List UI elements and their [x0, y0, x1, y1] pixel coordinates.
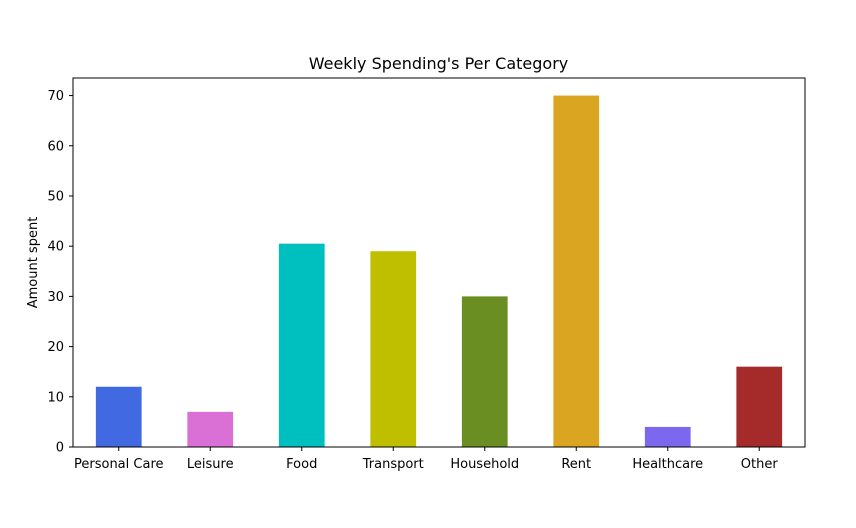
y-axis-label: Amount spent — [26, 217, 41, 309]
y-tick-label: 40 — [47, 240, 64, 255]
bar-transport — [370, 251, 417, 447]
bar-personal-care — [95, 386, 142, 447]
x-tick-label: Healthcare — [632, 457, 703, 472]
y-tick-label: 50 — [47, 189, 64, 204]
plot-frame — [72, 77, 806, 448]
y-tick-label: 20 — [47, 340, 64, 355]
y-tick-label: 60 — [47, 139, 64, 154]
bar-household — [461, 296, 508, 447]
bar-leisure — [187, 411, 234, 447]
x-tick-label: Rent — [561, 457, 591, 472]
bars-group — [95, 95, 783, 448]
x-ticks-group: Personal Care Leisure Food Transport Househo… — [74, 447, 778, 472]
bar-healthcare — [644, 426, 691, 447]
y-ticks-group: 0 10 20 30 40 50 60 70 — [47, 89, 73, 456]
y-tick-label: 30 — [47, 290, 64, 305]
x-tick-label: Transport — [362, 457, 424, 472]
bar-rent — [553, 95, 600, 448]
x-tick-label: Personal Care — [74, 457, 164, 472]
y-tick-label: 10 — [47, 390, 64, 405]
bar-other — [736, 366, 783, 447]
y-tick-label: 0 — [56, 441, 64, 456]
x-tick-label: Other — [741, 457, 779, 472]
bar-food — [278, 243, 325, 447]
x-tick-label: Leisure — [187, 457, 234, 472]
x-tick-label: Household — [450, 457, 519, 472]
x-tick-label: Food — [286, 457, 317, 472]
y-tick-label: 70 — [47, 89, 64, 104]
chart-title: Weekly Spending's Per Category — [309, 54, 569, 73]
